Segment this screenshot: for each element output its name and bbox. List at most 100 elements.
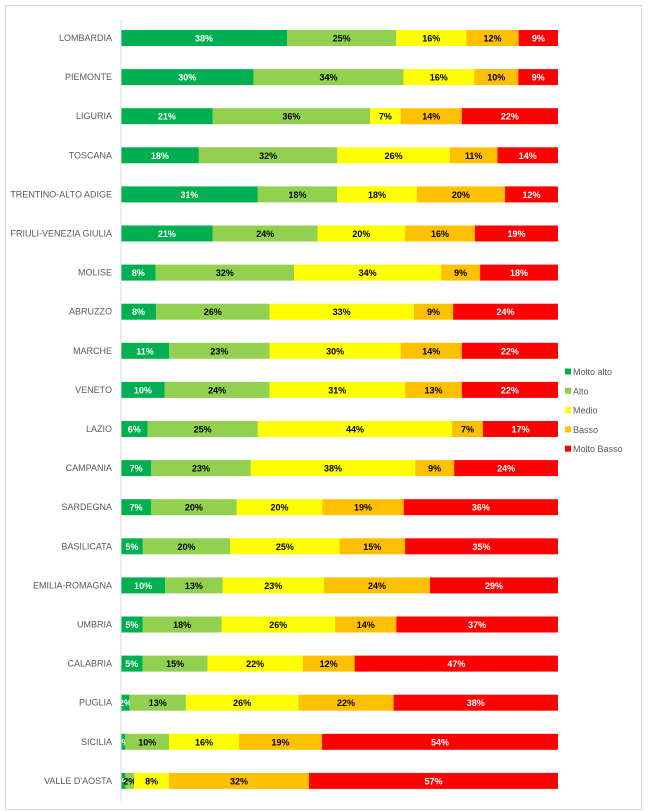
bar-segment bbox=[452, 421, 483, 437]
bar-segment bbox=[121, 69, 254, 86]
bar-segment bbox=[396, 30, 467, 46]
data-label: 19% bbox=[354, 503, 372, 513]
bar-segment bbox=[393, 694, 558, 711]
data-label: 9% bbox=[454, 268, 467, 278]
bar-segment bbox=[429, 577, 558, 594]
data-label: 16% bbox=[422, 34, 440, 44]
category-label: CAMPANIA bbox=[66, 463, 112, 473]
data-label: 15% bbox=[363, 542, 381, 552]
bar-segment bbox=[474, 225, 558, 242]
category-label: UMBRIA bbox=[77, 620, 112, 630]
data-label: 8% bbox=[132, 268, 145, 278]
category-label: LAZIO bbox=[86, 424, 112, 434]
data-label: 22% bbox=[501, 385, 519, 395]
category-label: VENETO bbox=[75, 385, 112, 395]
data-label: 34% bbox=[359, 268, 377, 278]
data-label: 25% bbox=[333, 34, 351, 44]
data-label: 11% bbox=[465, 151, 483, 161]
bar-segment bbox=[505, 186, 558, 203]
data-label: 47% bbox=[447, 659, 465, 669]
bar-segment bbox=[413, 303, 454, 320]
bar-segment bbox=[400, 342, 462, 359]
legend: Molto alto Alto Medio Basso Molto Basso bbox=[565, 367, 623, 454]
data-label: 14% bbox=[519, 151, 537, 161]
bar-segment bbox=[230, 538, 340, 555]
bar-segment bbox=[294, 264, 442, 281]
bar-segment bbox=[121, 655, 143, 672]
data-label: 14% bbox=[422, 112, 440, 122]
data-label: 7% bbox=[129, 503, 142, 513]
data-label: 38% bbox=[324, 464, 342, 474]
data-label: 22% bbox=[501, 346, 519, 356]
bar-segment bbox=[207, 655, 303, 672]
bar-segment bbox=[151, 460, 251, 477]
bars-group: 38% 25% 16% 12% 9% 30% 34% 16% 10% 9% 21% 36% 7% 14% 2… bbox=[117, 30, 558, 789]
bar-segment bbox=[250, 460, 416, 477]
bar-segment bbox=[121, 538, 143, 555]
category-label: VALLE D'AOSTA bbox=[44, 776, 112, 786]
bar-segment bbox=[253, 69, 404, 86]
bar-segment bbox=[121, 694, 130, 711]
data-label: 9% bbox=[427, 307, 440, 317]
data-label: 15% bbox=[166, 659, 184, 669]
bar-segment bbox=[396, 616, 558, 633]
data-label: 7% bbox=[461, 425, 474, 435]
data-label: 25% bbox=[194, 425, 212, 435]
category-label: SICILIA bbox=[81, 737, 112, 747]
bar-segment bbox=[121, 616, 143, 633]
data-label: 23% bbox=[210, 346, 228, 356]
bar-segment bbox=[238, 733, 323, 750]
bar-segment bbox=[125, 772, 135, 789]
bar-segment bbox=[370, 108, 401, 125]
data-label: 8% bbox=[145, 776, 158, 786]
bar-segment bbox=[400, 108, 462, 125]
bar-segment bbox=[155, 264, 295, 281]
data-label: 1% bbox=[117, 737, 130, 747]
bar-segment bbox=[257, 186, 338, 203]
bar-segment bbox=[269, 381, 406, 398]
data-label: 38% bbox=[195, 34, 213, 44]
bar-segment bbox=[121, 186, 258, 203]
data-label: 31% bbox=[328, 385, 346, 395]
data-label: 24% bbox=[497, 464, 515, 474]
bar-segment bbox=[169, 772, 309, 789]
bar-segment bbox=[129, 694, 186, 711]
bar-segment bbox=[298, 694, 394, 711]
data-label: 10% bbox=[134, 385, 152, 395]
bar-segment bbox=[222, 577, 325, 594]
data-label: 13% bbox=[149, 698, 167, 708]
data-label: 18% bbox=[368, 190, 386, 200]
bar-segment bbox=[165, 577, 223, 594]
bar-segment bbox=[441, 264, 481, 281]
data-label: 9% bbox=[532, 73, 545, 83]
data-label: 10% bbox=[138, 737, 156, 747]
category-label: TOSCANA bbox=[69, 150, 112, 160]
bar-segment bbox=[121, 303, 156, 320]
bar-segment bbox=[169, 733, 239, 750]
data-label: 21% bbox=[158, 112, 176, 122]
legend-label: Medio bbox=[573, 406, 598, 416]
bar-segment bbox=[416, 186, 506, 203]
bar-segment bbox=[405, 538, 558, 555]
data-label: 5% bbox=[125, 659, 138, 669]
data-label: 29% bbox=[485, 581, 503, 591]
data-label: 20% bbox=[178, 542, 196, 552]
category-label: ABRUZZO bbox=[69, 307, 112, 317]
bar-segment bbox=[121, 460, 152, 477]
data-label: 2% bbox=[119, 698, 132, 708]
bar-segment bbox=[121, 225, 213, 242]
legend-swatch bbox=[565, 368, 571, 375]
data-label: 18% bbox=[289, 190, 307, 200]
bar-segment bbox=[480, 264, 558, 281]
bar-segment bbox=[121, 772, 126, 789]
data-label: 24% bbox=[497, 307, 515, 317]
data-label: 23% bbox=[192, 464, 210, 474]
data-label: 12% bbox=[523, 190, 541, 200]
bar-segment bbox=[324, 577, 430, 594]
category-label: LOMBARDIA bbox=[59, 33, 112, 43]
data-label: 20% bbox=[352, 229, 370, 239]
bar-segment bbox=[518, 30, 558, 46]
bar-segment bbox=[121, 577, 166, 594]
bar-segment bbox=[403, 69, 475, 86]
